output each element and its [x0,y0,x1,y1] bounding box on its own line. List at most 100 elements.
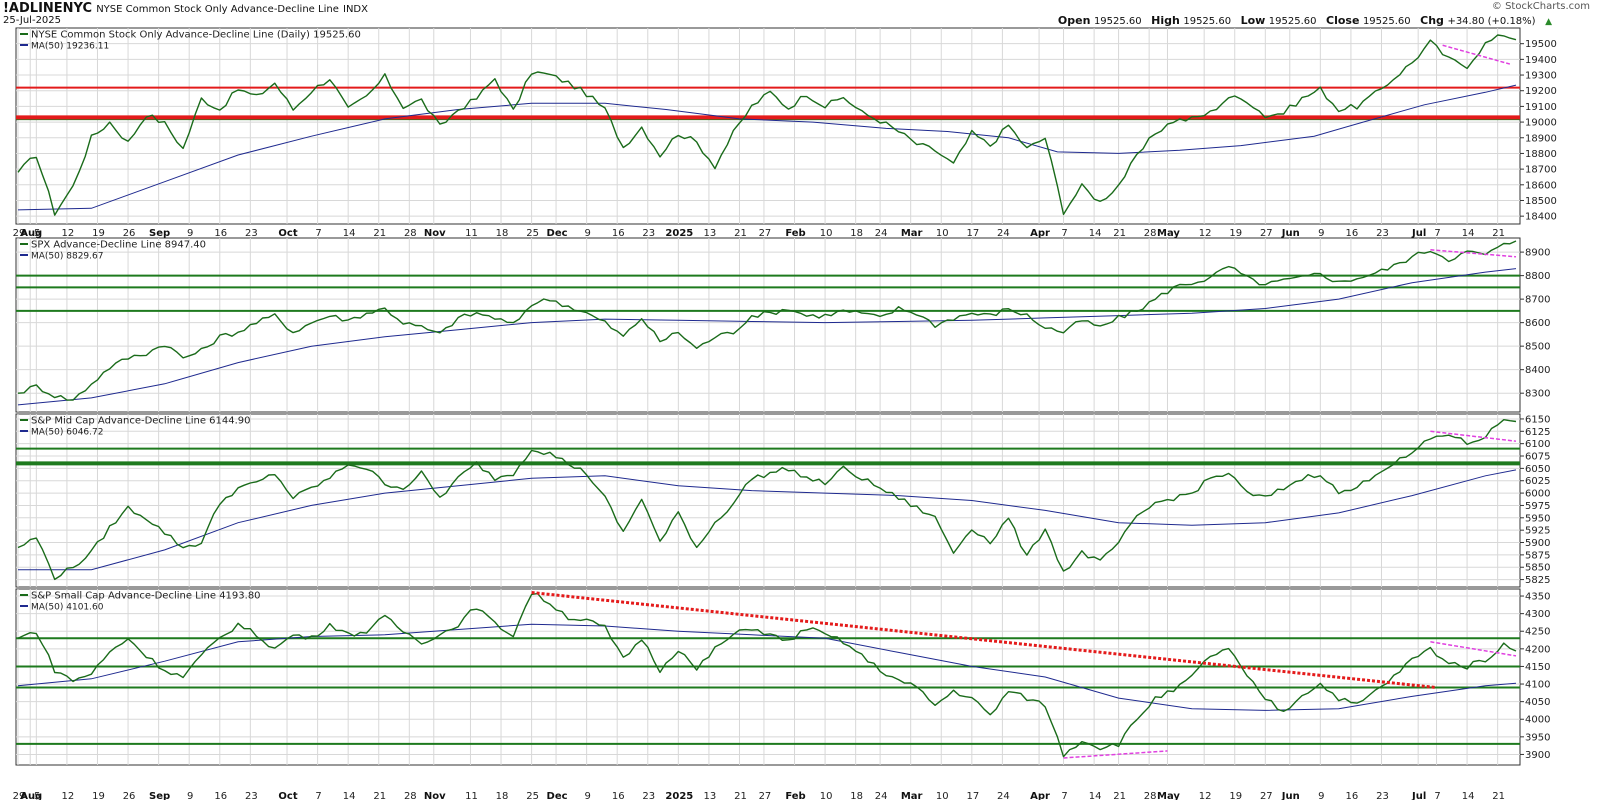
y-tick-label: 3900 [1525,750,1550,761]
y-tick-label: 19400 [1525,55,1557,66]
y-tick-label: 6075 [1525,452,1550,463]
x-tick-label: 10 [820,228,833,239]
x-tick-label: 9 [584,228,590,239]
ma-line [17,268,1517,406]
panel-frame [15,237,1521,413]
x-tick-label: 18 [850,791,863,800]
y-tick-label: 6150 [1525,414,1550,425]
x-tick-label: 18 [496,791,509,800]
y-tick-label: 6125 [1525,427,1550,438]
y-tick-label: 6100 [1525,439,1550,450]
x-tick-label: 12 [62,791,75,800]
y-tick-label: 18600 [1525,180,1557,191]
x-tick-label: Oct [278,228,297,239]
close-value: 19525.60 [1362,16,1411,27]
x-tick-label: 10 [820,791,833,800]
y-tick-label: 4200 [1525,644,1550,655]
price-line [17,419,1517,581]
x-tick-label: 14 [1089,228,1102,239]
ma-line [17,84,1517,211]
legend-title: S&P Mid Cap Advance-Decline Line 6144.90 [31,416,251,427]
x-tick-label: 27 [759,791,772,800]
x-tick-label: 11 [465,791,478,800]
trend-line [531,591,1437,690]
x-tick-label: 24 [875,228,888,239]
x-tick-label: 21 [1113,228,1126,239]
x-tick-label: 13 [704,791,717,800]
y-tick-label: 4100 [1525,680,1550,691]
price-line [17,34,1517,216]
y-tick-label: 4300 [1525,609,1550,620]
x-tick-label: 12 [1199,791,1212,800]
x-tick-label: Nov [424,228,446,239]
x-tick-label: 23 [245,791,258,800]
x-tick-label: 28 [404,791,417,800]
exchange: INDX [343,4,368,15]
x-tick-label: 7 [1434,228,1440,239]
y-tick-label: 18800 [1525,149,1557,160]
x-tick-label: 29 [13,228,26,239]
x-tick-label: 18 [850,228,863,239]
y-tick-label: 5950 [1525,513,1550,524]
x-tick-label: 26 [123,228,136,239]
x-tick-label: 16 [1346,228,1359,239]
x-tick-label: 12 [62,228,75,239]
x-tick-label: 9 [187,791,193,800]
y-tick-label: 6050 [1525,464,1550,475]
x-tick-label: 27 [1260,228,1273,239]
x-tick-label: 23 [245,228,258,239]
x-tick-label: 16 [214,228,227,239]
stockcharts-credit: © StockCharts.com [1491,1,1590,12]
x-tick-label: 14 [343,791,356,800]
x-tick-label: 11 [465,228,478,239]
x-tick-label: Aug [20,791,42,800]
panel-frame [15,588,1521,766]
x-tick-label: 27 [759,228,772,239]
y-tick-label: 19300 [1525,71,1557,82]
y-tick-label: 19500 [1525,39,1557,50]
x-tick-label: 25 [526,228,539,239]
open-label: Open [1057,14,1091,27]
x-tick-label: 2025 [665,791,693,800]
y-tick-label: 8400 [1525,365,1550,376]
x-tick-label: 28 [1144,228,1157,239]
x-tick-label: 9 [187,228,193,239]
y-tick-label: 8700 [1525,295,1550,306]
y-tick-label: 5850 [1525,563,1550,574]
x-tick-label: 28 [404,228,417,239]
x-tick-label: Jul [1411,228,1426,239]
x-tick-label: Jun [1281,228,1300,239]
x-tick-label: 16 [1346,791,1359,800]
y-tick-label: 6000 [1525,489,1550,500]
x-tick-label: 19 [1229,791,1242,800]
high-value: 19525.60 [1183,16,1232,27]
y-tick-label: 18900 [1525,133,1557,144]
x-tick-label: Mar [901,228,923,239]
close-label: Close [1326,14,1360,27]
divergence-line [1430,641,1517,657]
x-tick-label: 23 [642,228,655,239]
x-tick-label: Sep [149,228,170,239]
y-tick-label: 8800 [1525,271,1550,282]
divergence-line [1063,750,1168,759]
x-tick-label: Apr [1030,228,1050,239]
x-tick-label: 23 [1376,228,1389,239]
x-tick-label: 14 [343,228,356,239]
ma-line [18,469,1517,571]
y-tick-label: 18500 [1525,196,1557,207]
x-tick-label: 7 [315,228,321,239]
x-tick-label: 16 [214,791,227,800]
x-tick-label: Dec [547,791,568,800]
panel-frame [15,27,1521,225]
legend-ma: MA(50) 6046.72 [31,428,103,438]
x-tick-label: May [1157,228,1180,239]
x-tick-label: 21 [1113,791,1126,800]
y-tick-label: 19000 [1525,118,1557,129]
x-tick-label: 17 [966,228,979,239]
y-tick-label: 3950 [1525,732,1550,743]
x-tick-label: 21 [1492,228,1505,239]
y-tick-label: 19200 [1525,86,1557,97]
x-tick-label: 5 [34,791,40,800]
x-tick-label: 9 [1318,791,1324,800]
